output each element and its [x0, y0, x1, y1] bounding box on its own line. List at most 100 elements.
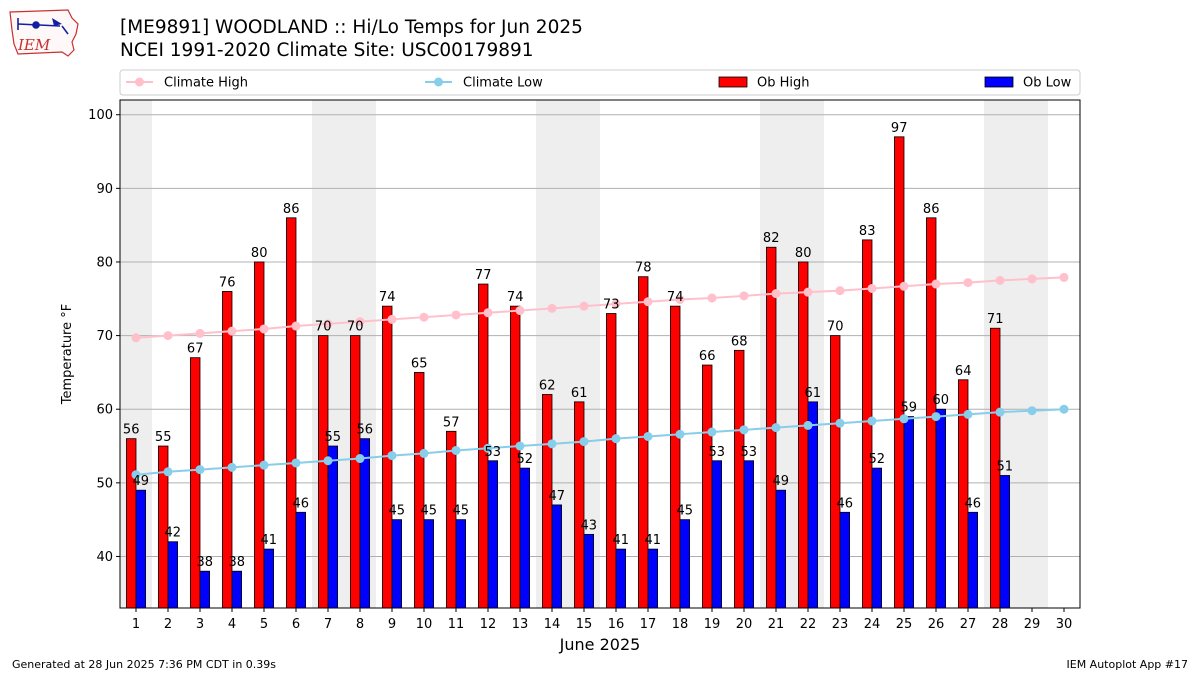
ob-high-bar [285, 217, 297, 609]
climate-low-point [1059, 404, 1069, 414]
climate-high-point [931, 279, 941, 289]
x-tick-label: 13 [512, 617, 529, 632]
x-tick-label: 5 [260, 617, 268, 632]
legend-box [119, 69, 1081, 96]
bar-labels: 56 55 67 76 80 86 70 70 74 65 57 77 74 62 61 73 78 74 66 68… [123, 121, 1013, 570]
climate-high-point [739, 291, 749, 301]
climate-high-point [963, 278, 973, 288]
x-tick-label: 20 [736, 617, 753, 632]
ob-low-bar [711, 460, 723, 609]
climate-lines [131, 272, 1069, 480]
climate-high-point [195, 328, 205, 338]
ob-low-bar-label: 45 [453, 504, 470, 519]
ob-high-bar-label: 74 [379, 290, 396, 305]
ob-low-bar-label: 43 [581, 518, 598, 533]
chart-subtitle: NCEI 1991-2020 Climate Site: USC00179891 [120, 40, 534, 61]
climate-low-point [483, 443, 493, 453]
ob-low-bar [903, 416, 915, 609]
climate-high-point [835, 286, 845, 296]
plot-frame [119, 99, 1081, 609]
ob-low-bar-label: 45 [421, 504, 438, 519]
y-tick-label: 80 [96, 255, 113, 270]
climate-low-point [227, 462, 237, 472]
ob-low-bar [263, 548, 275, 609]
x-tick-label: 6 [292, 617, 300, 632]
climate-low-point [547, 439, 557, 449]
ob-high-bar [702, 364, 713, 609]
y-tick-label: 100 [88, 108, 113, 123]
ob-high-bar-label: 80 [251, 246, 268, 261]
ob-high-bar [445, 430, 457, 609]
generated-timestamp: Generated at 28 Jun 2025 7:36 PM CDT in … [12, 658, 277, 671]
climate-low-line [135, 408, 1065, 476]
climate-high-point [899, 281, 909, 291]
ob-high-bar [317, 335, 329, 609]
ob-low-bar-label: 53 [709, 445, 726, 460]
climate-low-point [835, 418, 845, 428]
ob-high-bar-label: 97 [891, 121, 908, 136]
climate-low-point [419, 448, 429, 458]
ob-high-bar [798, 261, 809, 609]
legend-climate-high-label: Climate High [164, 76, 248, 91]
x-tick-label: 29 [1024, 617, 1041, 632]
ob-high-bar-label: 77 [475, 268, 492, 283]
x-tick-label: 1 [132, 617, 140, 632]
y-tick-label: 40 [96, 550, 113, 565]
climate-high-point [419, 312, 429, 322]
x-tick-label: 23 [832, 617, 849, 632]
weekend-shade [1016, 100, 1048, 608]
bars [126, 136, 1011, 609]
climate-low-point [675, 429, 685, 439]
iowa-state-outline-icon [9, 9, 79, 57]
climate-low-point [515, 441, 525, 451]
iem-logo: IEM [9, 9, 79, 57]
ob-low-bar [743, 460, 755, 609]
climate-high-point [771, 289, 781, 299]
legend-ob-high-swatch [718, 76, 748, 88]
climate-high-line [135, 276, 1065, 339]
logo-text: IEM [17, 36, 51, 54]
ob-high-bar-label: 83 [859, 224, 876, 239]
ob-high-bar-label: 70 [315, 320, 332, 335]
x-tick-label: 15 [576, 617, 593, 632]
climate-high-point [291, 321, 301, 331]
ob-high-bar-label: 55 [155, 430, 172, 445]
x-tick-label: 28 [992, 617, 1009, 632]
ob-low-bar-label: 51 [997, 459, 1014, 474]
climate-low-point [195, 465, 205, 475]
climate-high-point [1059, 272, 1069, 282]
climate-high-point [995, 275, 1005, 285]
x-tick-label: 30 [1056, 617, 1073, 632]
climate-low-point [771, 423, 781, 433]
x-tick-label: 3 [196, 617, 204, 632]
ob-low-bar-label: 52 [869, 452, 886, 467]
legend-climate-high-marker [135, 77, 144, 87]
climate-low-point [899, 414, 909, 424]
climate-high-point [131, 333, 141, 343]
ob-high-bar-label: 71 [987, 312, 1004, 327]
ob-low-bar-label: 59 [901, 401, 918, 416]
x-tick-label: 9 [388, 617, 396, 632]
climate-low-point [451, 445, 461, 455]
ob-low-bar-label: 45 [677, 504, 694, 519]
x-axis: 1 2 3 4 5 6 7 8 9 10 11 12 13 14 15 16 17 18 19 20 21 22 23 24 2… [132, 608, 1072, 632]
ob-low-bar [487, 460, 499, 609]
ob-high-bar-label: 61 [571, 386, 588, 401]
ob-low-bar [583, 533, 595, 609]
climate-low-point [131, 470, 141, 480]
x-tick-label: 18 [672, 617, 689, 632]
autoplot-app-id: IEM Autoplot App #17 [1066, 658, 1189, 671]
ob-low-bar [135, 489, 147, 609]
ob-low-bar-label: 42 [165, 526, 182, 541]
climate-high-point [387, 314, 397, 324]
ob-high-bar [670, 305, 681, 609]
ob-low-bar [615, 548, 627, 609]
climate-low-point [803, 420, 813, 430]
ob-low-bar [679, 519, 691, 609]
ob-low-bar-label: 46 [837, 496, 854, 511]
ob-low-bar-label: 46 [965, 496, 982, 511]
ob-high-bar-label: 74 [507, 290, 524, 305]
climate-low-point [355, 454, 365, 464]
ob-high-bar-label: 56 [123, 423, 140, 438]
